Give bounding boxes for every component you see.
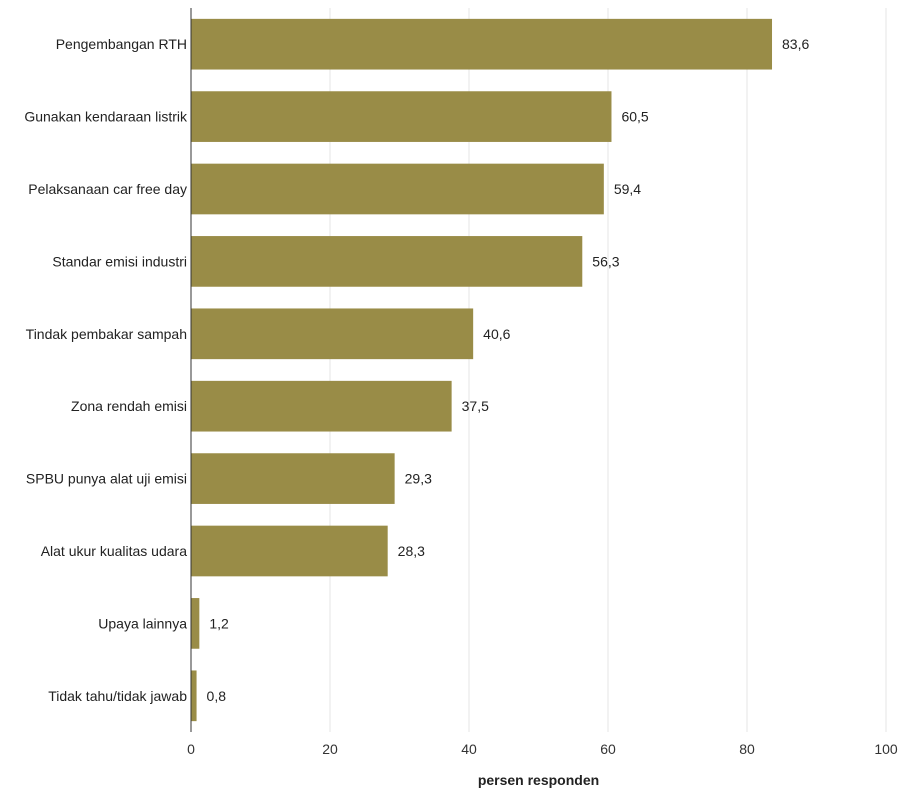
bars [191,18,773,722]
category-label: Alat ukur kualitas udara [41,543,188,559]
x-tick-label: 100 [874,741,898,757]
x-tick-label: 20 [322,741,338,757]
x-tick-label: 80 [739,741,755,757]
category-label: Zona rendah emisi [71,398,187,414]
value-label: 56,3 [592,253,619,269]
category-label: Tidak tahu/tidak jawab [48,688,187,704]
category-labels: Pengembangan RTH Gunakan kendaraan listri… [24,36,188,704]
bar [191,380,452,432]
x-tick-labels: 0 20 40 60 80 100 [187,741,898,757]
value-label: 1,2 [209,615,229,631]
bar [191,670,197,722]
category-label: Gunakan kendaraan listrik [24,109,188,125]
category-label: SPBU punya alat uji emisi [26,471,187,487]
category-label: Standar emisi industri [52,253,187,269]
x-tick-label: 0 [187,741,195,757]
bar [191,18,773,70]
category-label: Tindak pembakar sampah [26,326,187,342]
category-label: Pelaksanaan car free day [28,181,187,197]
value-label: 29,3 [405,471,432,487]
value-label: 40,6 [483,326,510,342]
value-label: 0,8 [207,688,227,704]
x-tick-label: 60 [600,741,616,757]
value-label: 37,5 [462,398,489,414]
value-label: 83,6 [782,36,809,52]
x-tick-label: 40 [461,741,477,757]
value-label: 59,4 [614,181,641,197]
bar [191,308,474,360]
value-label: 28,3 [398,543,425,559]
bar [191,163,604,215]
value-labels: 83,6 60,5 59,4 56,3 40,6 37,5 29,3 28,3 1,2 0,8 [207,36,810,704]
category-label: Upaya lainnya [98,615,187,631]
category-label: Pengembangan RTH [56,36,187,52]
value-label: 60,5 [621,109,648,125]
x-axis-title: persen responden [478,772,599,788]
bar [191,91,612,142]
bar [191,525,388,577]
bar [191,236,583,287]
bar [191,598,200,649]
bar [191,453,395,504]
